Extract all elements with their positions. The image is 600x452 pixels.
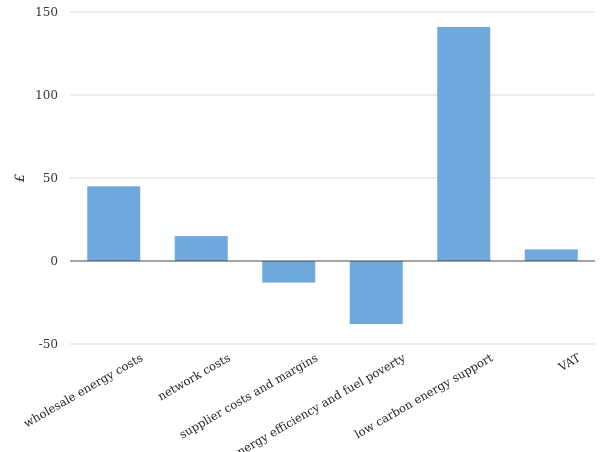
y-tick-label: 150 <box>35 5 58 19</box>
x-category-label: VAT <box>555 350 583 374</box>
bar <box>437 26 491 261</box>
bar <box>524 249 578 261</box>
x-axis-categories: wholesale energy costs network costssuppl… <box>21 350 583 452</box>
x-category-label: network costs <box>155 350 233 403</box>
bar <box>262 261 316 283</box>
x-category-label: supplier costs and margins <box>177 350 321 441</box>
y-axis-title: £ <box>13 174 28 183</box>
bar <box>87 186 141 261</box>
bar <box>174 236 228 261</box>
bar <box>349 261 403 325</box>
y-axis-ticks: 150 100 50 0 -50 <box>35 5 58 351</box>
x-category-label: wholesale energy costs <box>21 350 145 430</box>
y-tick-label: 100 <box>35 88 58 102</box>
y-tick-label: 50 <box>43 171 58 185</box>
gridlines <box>70 11 595 345</box>
y-tick-label: -50 <box>39 337 58 351</box>
bars <box>87 26 578 325</box>
x-category-label: energy efficiency and fuel poverty <box>228 350 408 452</box>
x-category-label: low carbon energy support <box>352 350 496 441</box>
y-tick-label: 0 <box>50 254 58 268</box>
